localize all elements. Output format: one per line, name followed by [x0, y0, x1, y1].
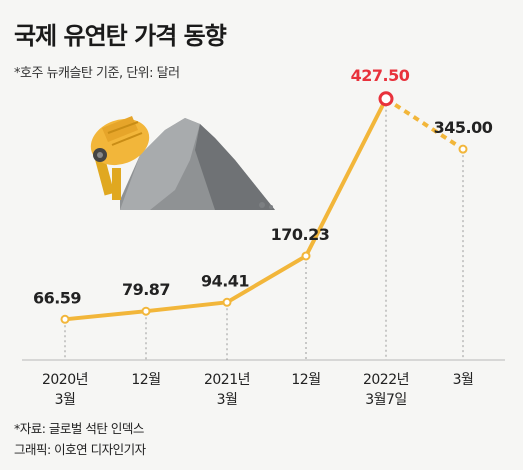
- coal-illustration: [90, 116, 275, 210]
- x-tick-label: 3월7일: [365, 392, 407, 408]
- series-line-segment: [144, 300, 229, 314]
- x-tick-label: 2021년: [204, 372, 250, 388]
- x-tick-label: 2022년: [363, 372, 409, 388]
- chart-title: 국제 유연탄 가격 동향: [14, 22, 227, 50]
- data-point: [141, 306, 151, 316]
- value-label: 66.59: [33, 288, 81, 307]
- x-tick-label: 2020년: [42, 372, 88, 388]
- x-tick-label: 3월: [453, 372, 474, 388]
- series-line-segment: [304, 96, 388, 258]
- value-label: 170.23: [271, 225, 330, 244]
- x-tick-label: 3월: [55, 392, 76, 408]
- value-label: 345.00: [434, 118, 493, 137]
- source-note: *자료: 글로벌 석탄 인덱스: [14, 421, 144, 436]
- value-label: 79.87: [122, 280, 170, 299]
- value-label: 94.41: [201, 271, 249, 290]
- x-tick-label: 12월: [131, 372, 160, 388]
- cement-mixer-icon: [90, 116, 150, 200]
- x-tick-label: 12월: [291, 372, 320, 388]
- data-point: [301, 251, 311, 261]
- coal-pile: [120, 118, 275, 210]
- series-line-dashed-segment: [384, 97, 465, 151]
- data-point: [60, 314, 70, 324]
- series-line-segment: [225, 253, 308, 305]
- value-label: 427.50: [351, 66, 410, 85]
- data-point-peak: [378, 91, 394, 107]
- footer: *자료: 글로벌 석탄 인덱스 그래픽: 이호연 디자인기자: [14, 418, 146, 460]
- graphic-credit: 그래픽: 이호연 디자인기자: [14, 442, 146, 457]
- x-tick-label: 3월: [217, 392, 238, 408]
- data-point: [458, 144, 468, 154]
- chart-subtitle: *호주 뉴캐슬탄 기준, 단위: 달러: [14, 66, 180, 81]
- series-line-segment: [63, 309, 148, 322]
- data-point: [222, 297, 232, 307]
